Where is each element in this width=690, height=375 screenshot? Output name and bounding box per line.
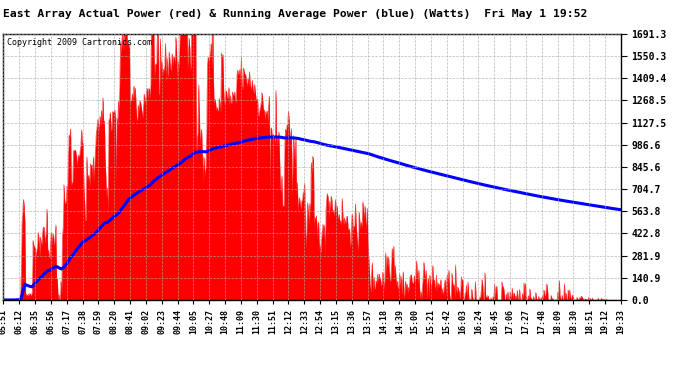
Text: East Array Actual Power (red) & Running Average Power (blue) (Watts)  Fri May 1 : East Array Actual Power (red) & Running … bbox=[3, 9, 588, 20]
Text: Copyright 2009 Cartronics.com: Copyright 2009 Cartronics.com bbox=[6, 38, 152, 47]
